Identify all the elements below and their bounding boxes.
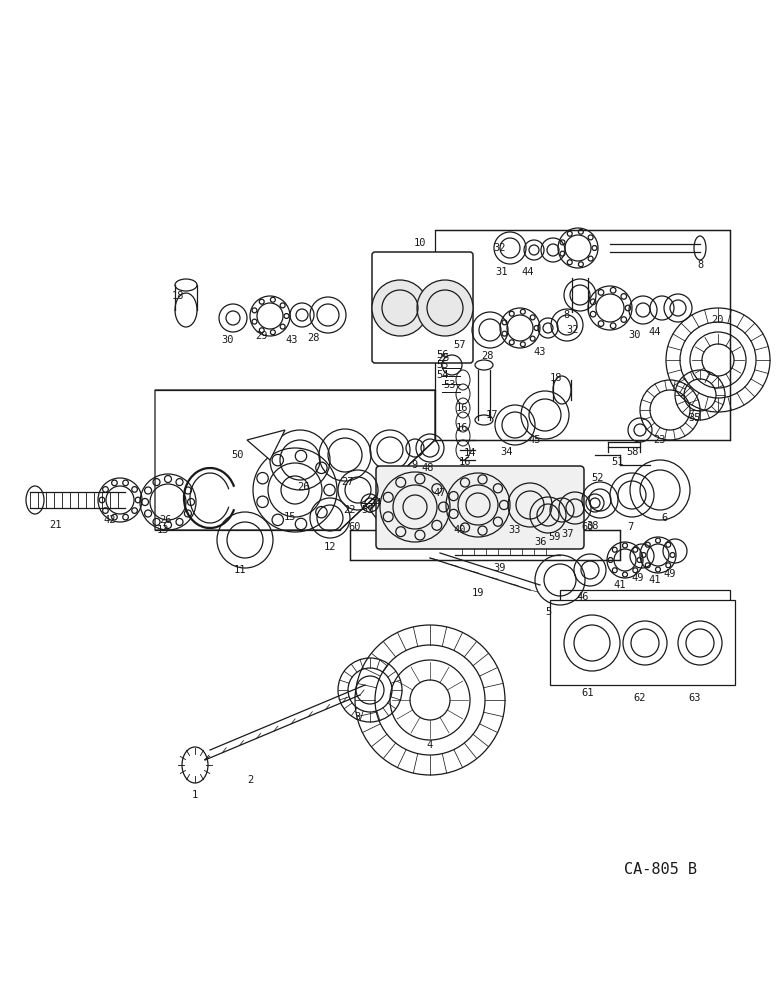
Text: 1: 1: [192, 790, 198, 800]
Text: 3: 3: [354, 712, 360, 722]
Text: 20: 20: [711, 315, 725, 325]
Text: 47: 47: [434, 488, 446, 498]
Circle shape: [372, 280, 428, 336]
Text: 35: 35: [689, 413, 701, 423]
Text: 49: 49: [632, 573, 644, 583]
Circle shape: [417, 280, 473, 336]
Text: 38: 38: [587, 521, 599, 531]
Text: 44: 44: [649, 327, 661, 337]
Text: 12: 12: [324, 542, 336, 552]
Text: 2: 2: [247, 775, 254, 785]
Text: 28: 28: [480, 351, 493, 361]
Text: 5: 5: [545, 607, 551, 617]
Text: 45: 45: [529, 435, 541, 445]
Text: 22: 22: [344, 505, 356, 515]
Text: 49: 49: [664, 569, 676, 579]
Text: 8: 8: [563, 310, 569, 320]
Text: 51: 51: [612, 457, 624, 467]
Text: 29: 29: [256, 331, 268, 341]
Text: 16: 16: [459, 457, 471, 467]
Text: 41: 41: [614, 580, 626, 590]
Text: 18: 18: [550, 373, 562, 383]
Text: 6: 6: [662, 513, 668, 523]
Text: 7: 7: [627, 522, 633, 532]
FancyBboxPatch shape: [376, 466, 584, 549]
Text: 60: 60: [349, 522, 361, 532]
Text: 21: 21: [48, 520, 62, 530]
Text: 24: 24: [369, 498, 381, 508]
Text: 41: 41: [649, 575, 661, 585]
Text: 13: 13: [157, 525, 169, 535]
Text: 26: 26: [296, 482, 309, 492]
Text: 33: 33: [509, 525, 521, 535]
Text: 59: 59: [362, 505, 374, 515]
Text: 37: 37: [562, 529, 574, 539]
Text: 52: 52: [592, 473, 604, 483]
Text: 36: 36: [535, 537, 548, 547]
Text: CA-805 B: CA-805 B: [623, 862, 697, 878]
Text: 16: 16: [456, 403, 468, 413]
Text: 25: 25: [437, 353, 449, 363]
Text: 16: 16: [456, 423, 468, 433]
Text: 43: 43: [285, 335, 298, 345]
FancyBboxPatch shape: [550, 600, 735, 685]
Text: 40: 40: [454, 525, 466, 535]
Text: 30: 30: [629, 330, 641, 340]
Text: 10: 10: [413, 238, 426, 248]
Text: 48: 48: [422, 463, 434, 473]
Text: 60: 60: [582, 522, 594, 532]
Text: 28: 28: [307, 333, 319, 343]
Text: 62: 62: [633, 693, 647, 703]
Text: 15: 15: [284, 512, 296, 522]
Text: 19: 19: [472, 588, 484, 598]
Text: 55: 55: [437, 360, 449, 370]
Text: 42: 42: [104, 515, 116, 525]
Text: 26: 26: [159, 515, 172, 525]
Text: 53: 53: [444, 380, 456, 390]
FancyBboxPatch shape: [372, 252, 473, 363]
Text: 61: 61: [582, 688, 594, 698]
Text: 4: 4: [427, 740, 433, 750]
Text: 31: 31: [496, 267, 509, 277]
Text: 17: 17: [486, 410, 498, 420]
Text: 50: 50: [232, 450, 244, 460]
Text: 11: 11: [234, 565, 246, 575]
Text: 44: 44: [522, 267, 534, 277]
Text: 27: 27: [342, 477, 354, 487]
Text: 59: 59: [549, 532, 562, 542]
Text: 63: 63: [689, 693, 701, 703]
Text: 8: 8: [697, 260, 703, 270]
Text: 54: 54: [437, 370, 449, 380]
Text: 30: 30: [222, 335, 234, 345]
Text: 32: 32: [567, 325, 580, 335]
Text: 18: 18: [172, 291, 184, 301]
Text: 56: 56: [437, 350, 449, 360]
Text: 9: 9: [412, 460, 418, 470]
Text: 57: 57: [454, 340, 466, 350]
Text: 58: 58: [627, 447, 640, 457]
Text: 46: 46: [576, 592, 589, 602]
Text: 43: 43: [534, 347, 546, 357]
Text: 34: 34: [501, 447, 513, 457]
Text: 14: 14: [464, 448, 477, 458]
Text: 32: 32: [494, 243, 506, 253]
Polygon shape: [247, 430, 285, 460]
Text: 39: 39: [494, 563, 506, 573]
Text: 23: 23: [654, 435, 666, 445]
